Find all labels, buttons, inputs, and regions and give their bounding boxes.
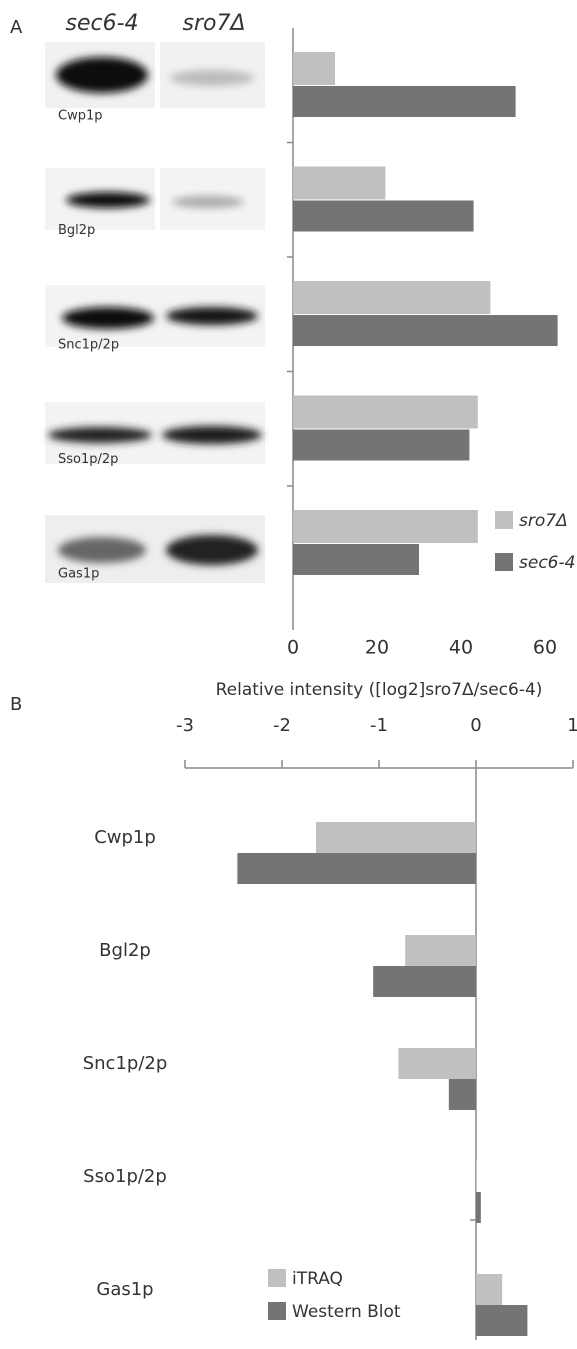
bar bbox=[293, 281, 490, 314]
panel-label: A bbox=[10, 17, 23, 38]
category-label: Gas1p bbox=[96, 1279, 153, 1300]
category-label: Bgl2p bbox=[99, 940, 151, 961]
blot-column-header: sro7Δ bbox=[182, 11, 245, 36]
bar bbox=[449, 1079, 476, 1110]
bar bbox=[293, 430, 469, 461]
x-tick-label: 0 bbox=[287, 637, 299, 659]
x-tick-label: -2 bbox=[273, 715, 291, 736]
bar bbox=[293, 315, 558, 346]
category-label: Snc1p/2p bbox=[83, 1053, 168, 1074]
category-label: Snc1p/2p bbox=[58, 338, 119, 353]
bar bbox=[476, 1161, 477, 1192]
category-label: Sso1p/2p bbox=[83, 1166, 167, 1187]
bar bbox=[398, 1048, 476, 1079]
legend-swatch bbox=[268, 1302, 286, 1320]
bar bbox=[405, 935, 476, 966]
bar bbox=[476, 1192, 481, 1223]
panel-label: B bbox=[10, 694, 22, 715]
legend-label: Western Blot bbox=[292, 1302, 401, 1322]
bar bbox=[293, 86, 516, 117]
bar bbox=[237, 853, 476, 884]
x-tick-label: 20 bbox=[365, 637, 389, 659]
bar bbox=[293, 52, 335, 85]
bar bbox=[293, 544, 419, 575]
legend-swatch bbox=[495, 553, 513, 571]
legend-label: sec6-4 bbox=[519, 553, 575, 573]
legend-label: iTRAQ bbox=[292, 1269, 343, 1289]
legend-label: sro7Δ bbox=[519, 511, 568, 531]
bar bbox=[293, 396, 478, 429]
x-tick-label: 0 bbox=[470, 715, 481, 736]
figure: A B sec6-4 sro7Δ 0 20 40 60 Cwp1p Bgl2p Snc1p/… bbox=[0, 0, 577, 1349]
bar bbox=[293, 167, 385, 200]
bar bbox=[476, 1305, 527, 1336]
category-label: Cwp1p bbox=[94, 827, 156, 848]
blot-column-header: sec6-4 bbox=[65, 11, 138, 36]
bar bbox=[476, 1274, 502, 1305]
x-tick-label: -3 bbox=[176, 715, 194, 736]
bar bbox=[293, 510, 478, 543]
category-label: Gas1p bbox=[58, 567, 99, 582]
category-label: Cwp1p bbox=[58, 109, 102, 124]
x-tick-label: 1 bbox=[567, 715, 577, 736]
category-label: Bgl2p bbox=[58, 223, 95, 238]
bar bbox=[373, 966, 476, 997]
x-tick-label: 40 bbox=[449, 637, 473, 659]
legend-swatch bbox=[495, 511, 513, 529]
bar bbox=[316, 822, 476, 853]
bar bbox=[293, 201, 474, 232]
category-label: Sso1p/2p bbox=[58, 452, 118, 467]
x-tick-label: 60 bbox=[533, 637, 557, 659]
x-axis-label: Relative intensity ([log2]sro7Δ/sec6-4) bbox=[216, 680, 543, 700]
x-tick-label: -1 bbox=[370, 715, 388, 736]
legend-swatch bbox=[268, 1269, 286, 1287]
